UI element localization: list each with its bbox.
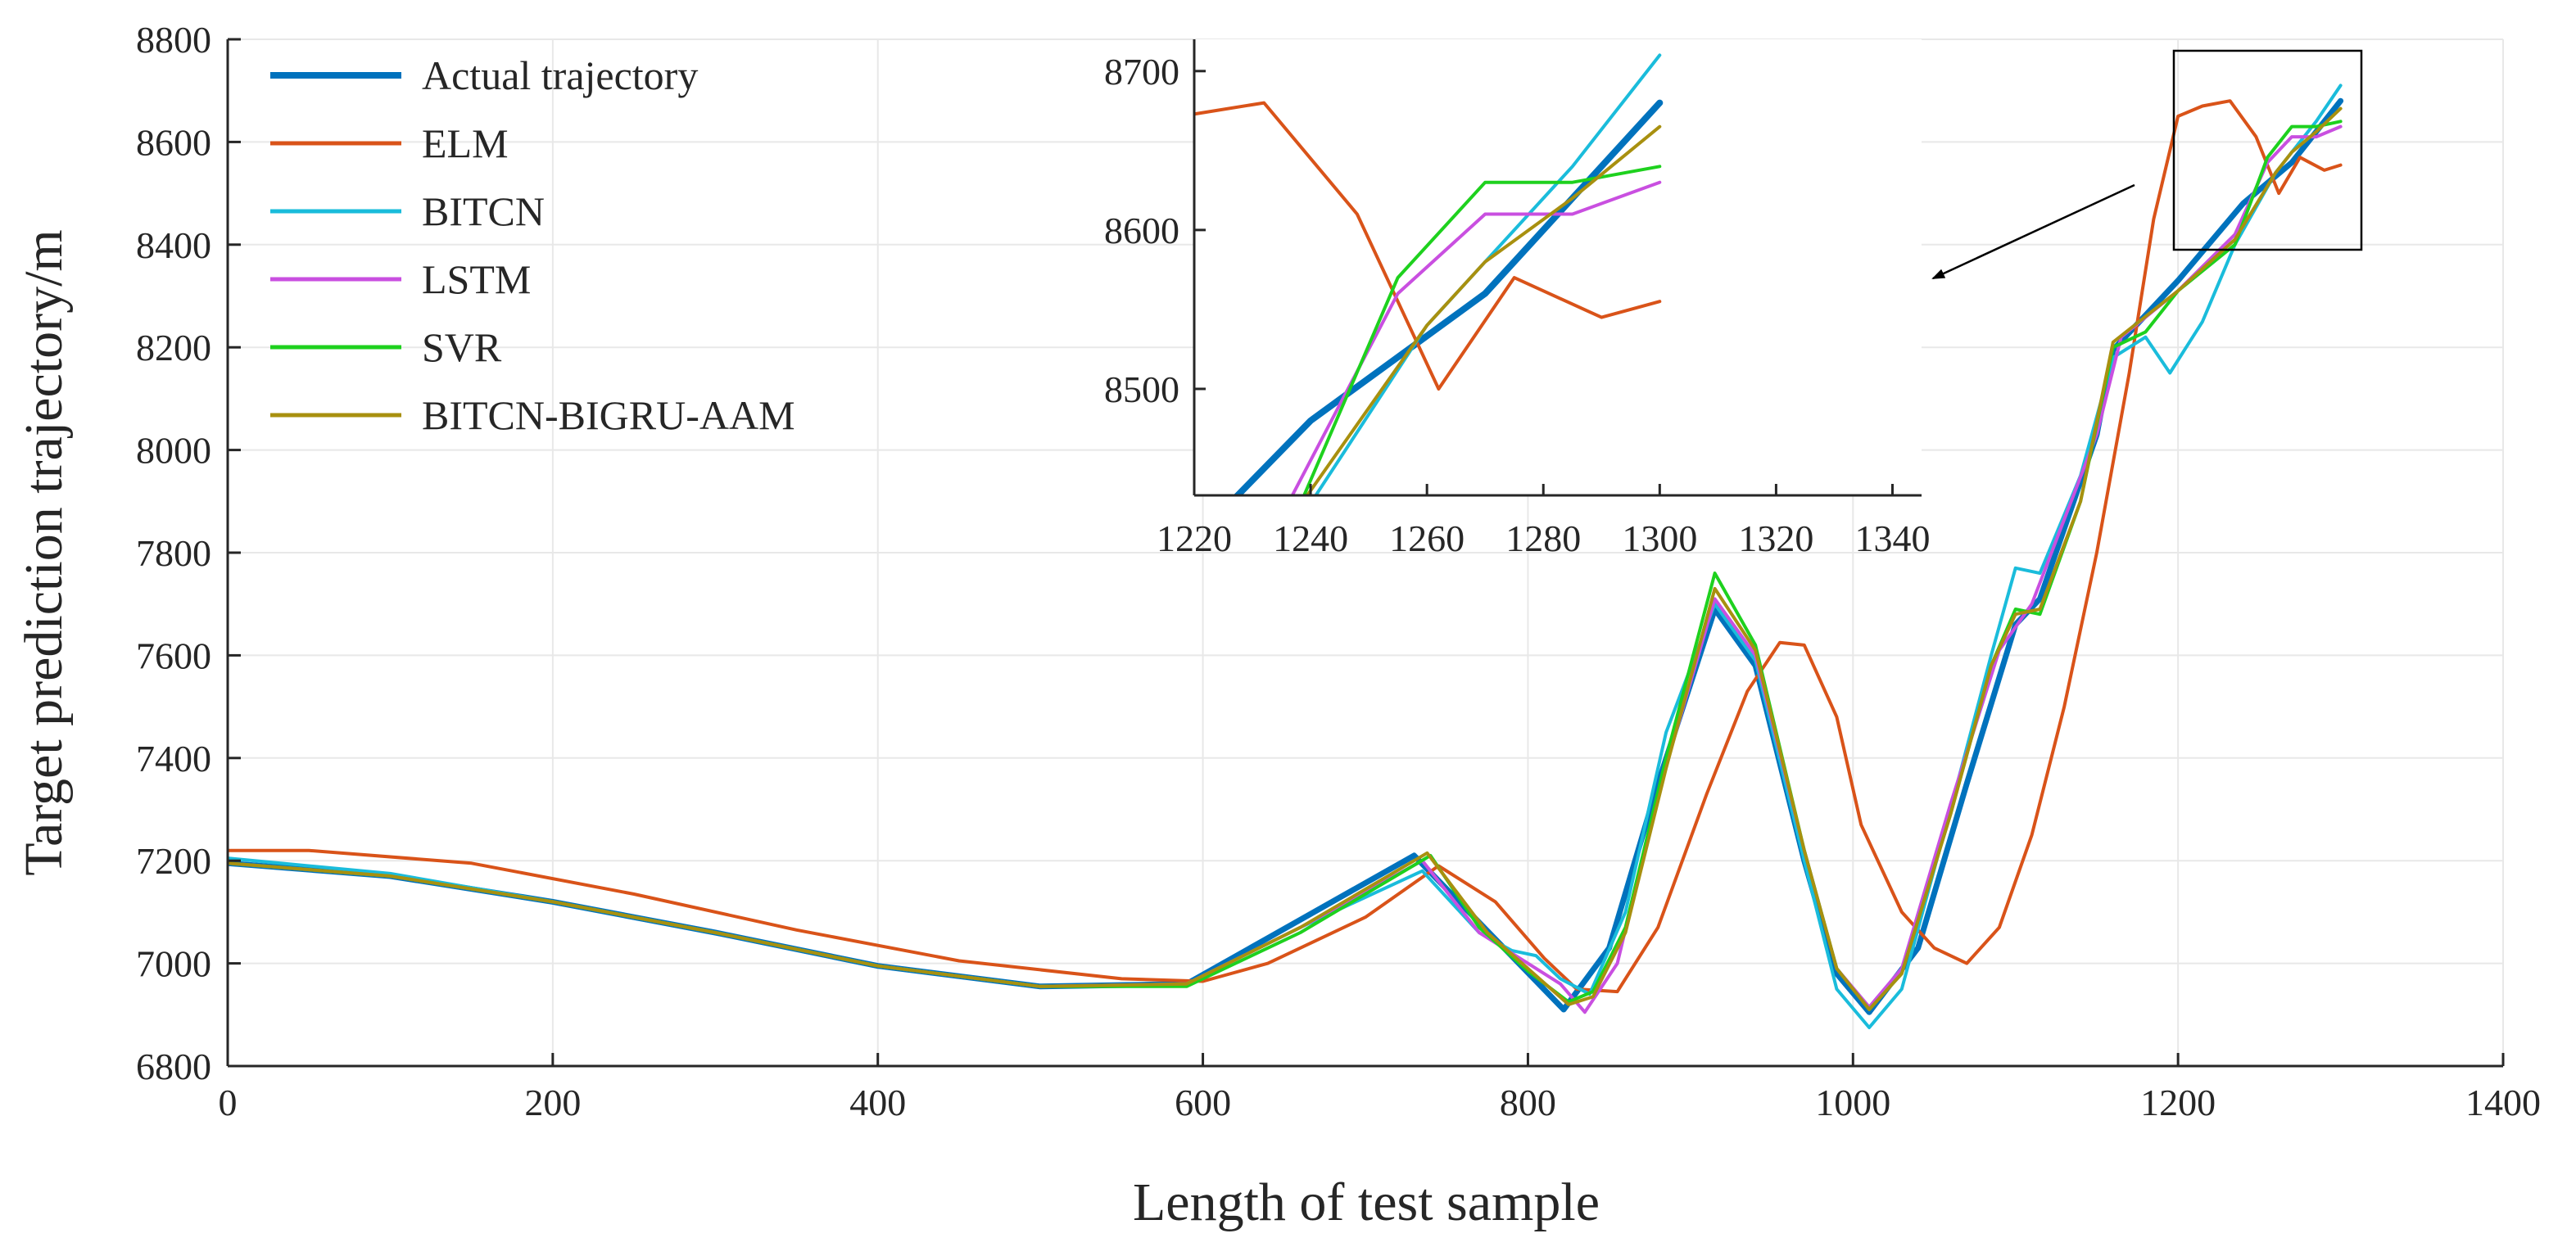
y-ticks: 6800 7000 7200 7400 7600 7800 8000 8200 8400 8600… [136,19,241,1087]
legend-label: ELM [422,120,509,166]
inset-series-line-bitcn [1314,53,1662,495]
x-tick-label: 200 [524,1082,581,1123]
y-tick-label: 7600 [136,635,211,676]
legend-label: Actual trajectory [422,52,698,98]
x-tick-label: 1000 [1815,1082,1890,1123]
y-tick-label: 8000 [136,430,211,472]
x-tick-label: 600 [1175,1082,1231,1123]
legend: Actual trajectory ELM BITCN LSTM SVR BITCN-BI… [270,52,795,438]
inset-x-tick-label: 1300 [1622,517,1697,559]
inset-series-line-elm [1194,101,1662,391]
inset-axes [1193,39,1922,497]
main-series [228,84,2344,1029]
inset-x-ticks: 1220 1240 1260 1280 1300 1320 1340 [1157,484,1930,559]
y-tick-label: 8400 [136,224,211,266]
zoom-box [2172,49,2363,251]
inset-x-tick-label: 1260 [1389,517,1465,559]
y-axis-title: Target prediction trajectory/m [14,229,74,876]
legend-label: LSTM [422,256,531,302]
y-tick-label: 7400 [136,738,211,779]
legend-label: BITCN [422,188,545,234]
y-tick-label: 7000 [136,943,211,985]
zoom-arrow [1931,183,2135,280]
inset-y-tick-label: 8600 [1104,210,1179,251]
x-tick-label: 400 [849,1082,906,1123]
y-tick-label: 8600 [136,121,211,163]
y-tick-label: 8200 [136,327,211,368]
x-tick-label: 800 [1500,1082,1556,1123]
inset-series [1194,53,1664,495]
inset-y-tick-label: 8700 [1104,51,1179,93]
x-tick-label: 1400 [2465,1082,2541,1123]
x-axis-title: Length of test sample [1133,1172,1600,1232]
inset-x-tick-label: 1340 [1854,517,1930,559]
inset-y-tick-label: 8500 [1104,368,1179,410]
inset-y-ticks: 8500 8600 8700 [1104,51,1206,410]
legend-label: BITCN-BIGRU-AAM [422,392,795,438]
inset-series-line-bitcn-bigru-aam [1305,124,1662,495]
inset-x-tick-label: 1220 [1157,517,1232,559]
inset-series-line-svr [1302,165,1662,495]
y-tick-label: 6800 [136,1046,211,1087]
y-tick-label: 7800 [136,532,211,574]
series-line-bitcn-bigru-aam [228,106,2343,1011]
inset-x-tick-label: 1320 [1738,517,1813,559]
legend-label: SVR [422,324,502,370]
x-tick-label: 0 [219,1082,238,1123]
inset-x-tick-label: 1280 [1505,517,1581,559]
y-tick-label: 8800 [136,19,211,61]
inset-series-line-lstm [1290,180,1662,495]
x-tick-label: 1200 [2140,1082,2216,1123]
y-tick-label: 7200 [136,840,211,882]
x-ticks: 0 200 400 600 800 1000 1200 1400 [219,1053,2541,1123]
series-line-elm [228,99,2343,994]
inset-x-tick-label: 1240 [1273,517,1348,559]
